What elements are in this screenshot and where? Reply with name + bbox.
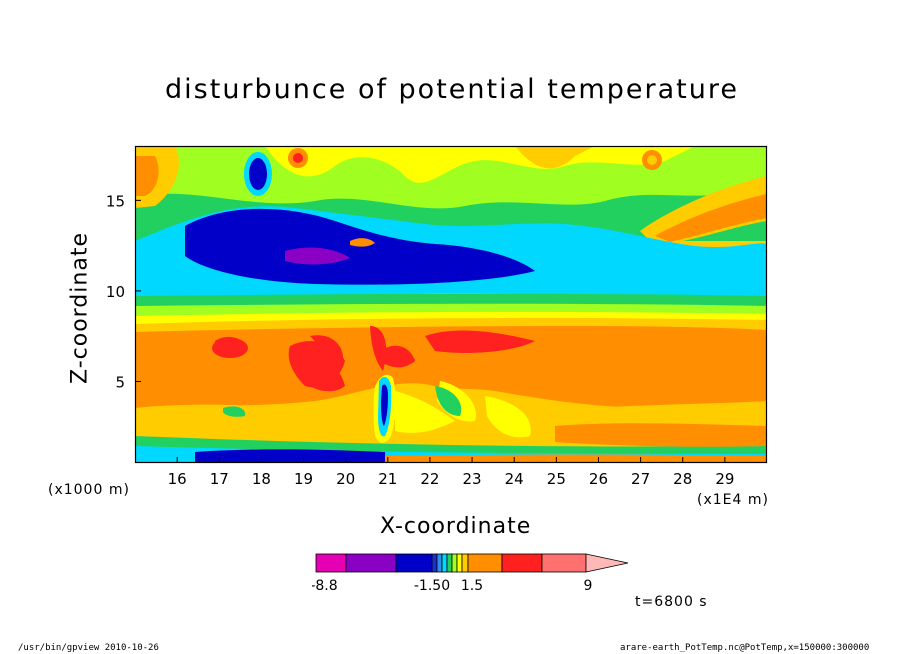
y-tick-label: 5 <box>115 373 125 391</box>
footer-right: arare-earth_PotTemp.nc@PotTemp,x=150000:… <box>620 643 870 653</box>
y-tick-marks: 5 10 15 <box>106 192 141 391</box>
plot-frame <box>134 145 768 464</box>
colorbar-cell <box>501 553 543 573</box>
time-label: t=6800 s <box>635 594 708 610</box>
x-unit-note: (x1000 m) <box>48 482 130 498</box>
colorbar: -8.8 -1.50 1.5 9 <box>312 553 629 592</box>
colorbar-labels: -8.8 -1.50 1.5 9 <box>312 578 592 592</box>
x-tick-label: 29 <box>715 470 734 488</box>
x-tick-label: 24 <box>505 470 524 488</box>
x-tick-label: 17 <box>210 470 229 488</box>
colorbar-cell <box>441 553 448 573</box>
contour-plot: 16 17 18 19 20 21 22 23 24 25 26 27 28 29 5 10 15 <box>106 145 768 488</box>
x-tick-label: 21 <box>378 470 397 488</box>
x-scale-note: (x1E4 m) <box>697 492 769 508</box>
colorbar-cell <box>456 553 463 573</box>
colorbar-extend-arrow <box>585 553 629 573</box>
chart-title: disturbunce of potential temperature <box>165 74 739 105</box>
x-tick-label: 28 <box>673 470 692 488</box>
colorbar-cell <box>461 553 469 573</box>
y-tick-label: 10 <box>106 283 125 301</box>
contour-fields <box>135 146 767 463</box>
x-tick-label: 19 <box>294 470 313 488</box>
colorbar-cell <box>541 553 587 573</box>
colorbar-cells <box>315 553 629 573</box>
colorbar-label: -8.8 <box>312 578 338 592</box>
colorbar-cell <box>315 553 347 573</box>
x-axis-label: X-coordinate <box>380 514 532 539</box>
colorbar-cell <box>467 553 503 573</box>
footer-left: /usr/bin/gpview 2010-10-26 <box>18 643 159 653</box>
colorbar-cell <box>345 553 397 573</box>
x-tick-label: 22 <box>420 470 439 488</box>
y-axis-label: Z-coordinate <box>67 232 93 384</box>
x-tick-label: 27 <box>631 470 650 488</box>
colorbar-cell <box>436 553 443 573</box>
colorbar-cell <box>395 553 433 573</box>
colorbar-label: -1.50 <box>414 578 450 592</box>
colorbar-label: 9 <box>584 578 593 592</box>
x-tick-label: 18 <box>252 470 271 488</box>
x-tick-label: 23 <box>463 470 482 488</box>
x-tick-label: 25 <box>547 470 566 488</box>
colorbar-cell <box>451 553 458 573</box>
x-tick-label: 16 <box>168 470 187 488</box>
x-tick-label: 20 <box>336 470 355 488</box>
colorbar-cell <box>431 553 438 573</box>
x-tick-label: 26 <box>589 470 608 488</box>
y-tick-label: 15 <box>106 192 125 210</box>
colorbar-label: 1.5 <box>461 578 483 592</box>
x-tick-marks: 16 17 18 19 20 21 22 23 24 25 26 27 28 29 <box>168 457 734 488</box>
colorbar-cell <box>446 553 453 573</box>
